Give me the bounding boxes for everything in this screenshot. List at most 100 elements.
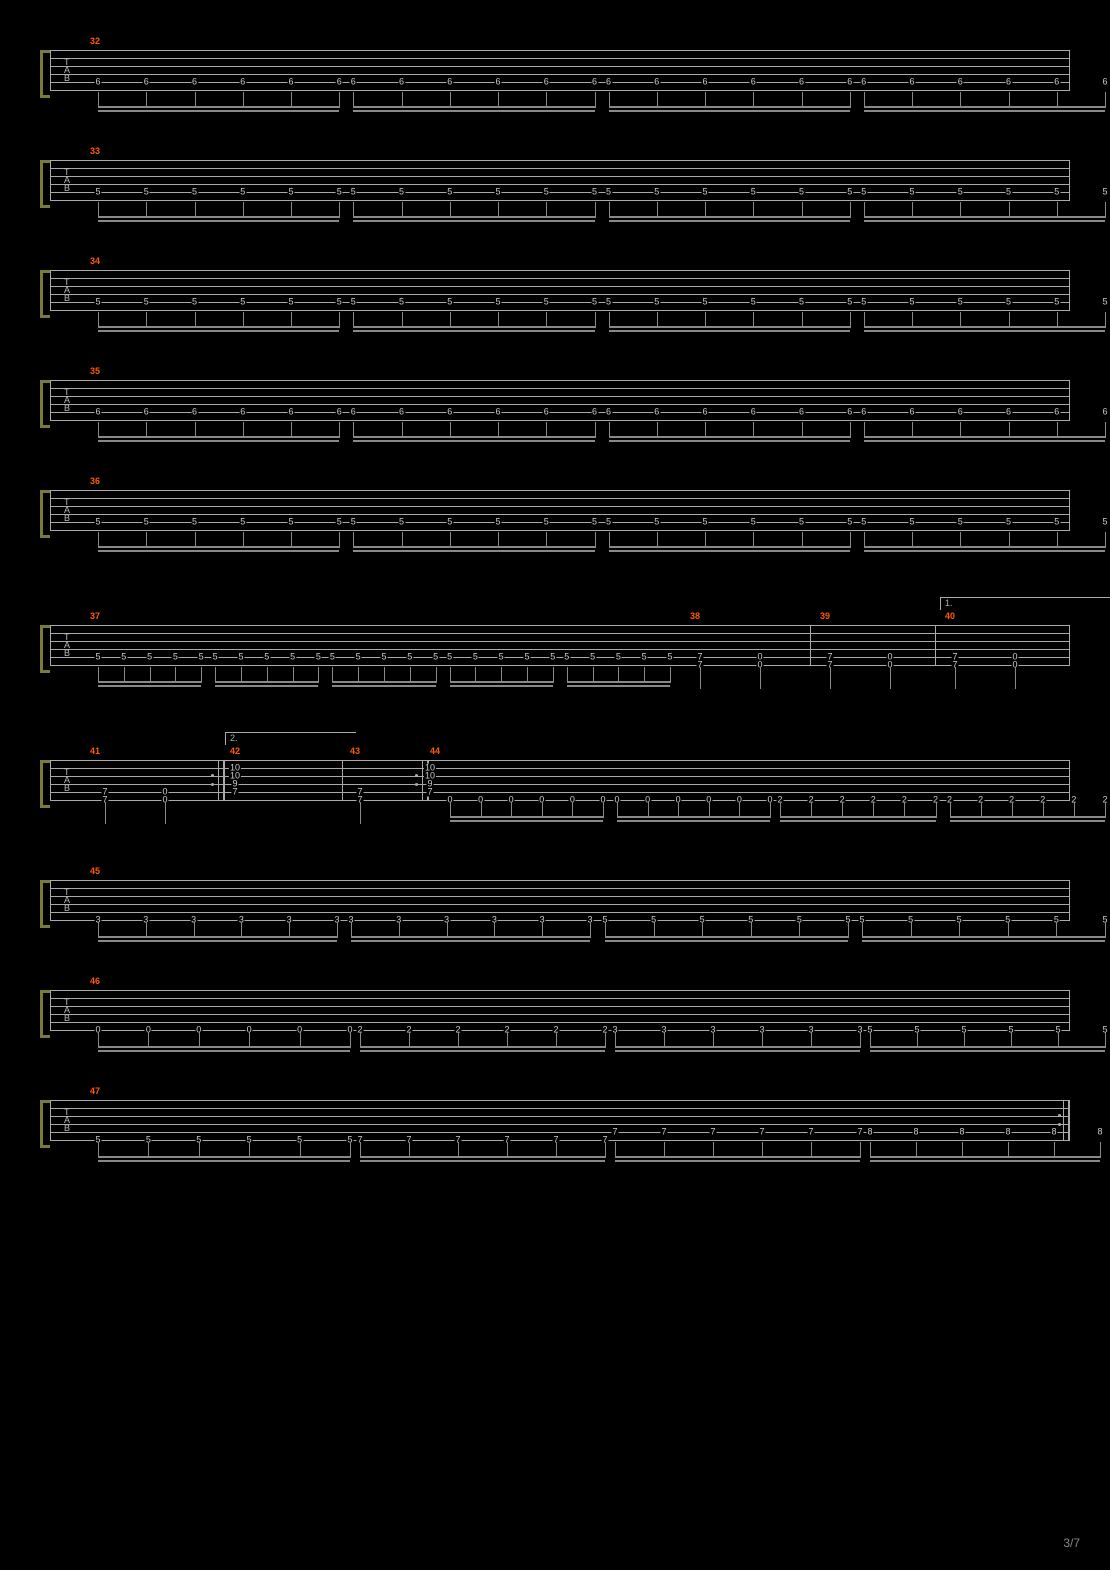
fret-number: 5 bbox=[446, 653, 453, 662]
bar-number: 39 bbox=[820, 611, 830, 621]
fret-number: 5 bbox=[94, 298, 101, 307]
fret-number: 5 bbox=[798, 298, 805, 307]
fret-number: 6 bbox=[1101, 78, 1108, 87]
fret-number: 5 bbox=[750, 518, 757, 527]
fret-number: 5 bbox=[494, 188, 501, 197]
fret-number: 5 bbox=[287, 298, 294, 307]
fret-number: 5 bbox=[498, 653, 505, 662]
system-bracket bbox=[40, 990, 43, 1038]
fret-number: 5 bbox=[860, 298, 867, 307]
fret-number: 5 bbox=[701, 188, 708, 197]
fret-number: 5 bbox=[543, 518, 550, 527]
tab-staff: TAB373839401.555555555555555555555555577… bbox=[50, 625, 1070, 673]
fret-number: 6 bbox=[336, 78, 343, 87]
fret-number: 6 bbox=[191, 78, 198, 87]
tab-staff: TAB47555555777777777777888888 bbox=[50, 1100, 1070, 1148]
system-bracket bbox=[40, 880, 43, 928]
fret-number: 5 bbox=[750, 188, 757, 197]
tab-system: TAB46000000222222333333555555 bbox=[40, 990, 1070, 1070]
fret-number: 6 bbox=[860, 408, 867, 417]
tab-system: TAB36555555555555555555555555 bbox=[40, 490, 1070, 570]
fret-number: 5 bbox=[239, 188, 246, 197]
tab-clef: TAB bbox=[64, 633, 70, 657]
fret-number: 5 bbox=[1005, 518, 1012, 527]
fret-number: 5 bbox=[1101, 298, 1108, 307]
fret-number: 5 bbox=[191, 518, 198, 527]
fret-number: 6 bbox=[350, 408, 357, 417]
fret-number: 6 bbox=[846, 408, 853, 417]
fret-number: 5 bbox=[355, 653, 362, 662]
fret-number: 6 bbox=[1005, 408, 1012, 417]
fret-number: 5 bbox=[263, 653, 270, 662]
fret-number: 5 bbox=[287, 188, 294, 197]
fret-number: 6 bbox=[543, 78, 550, 87]
fret-number: 5 bbox=[172, 653, 179, 662]
fret-number: 5 bbox=[143, 188, 150, 197]
fret-number: 6 bbox=[1053, 78, 1060, 87]
fret-number: 5 bbox=[605, 518, 612, 527]
fret-number: 8 bbox=[866, 1128, 873, 1137]
bar-number: 40 bbox=[945, 611, 955, 621]
fret-number: 5 bbox=[908, 188, 915, 197]
fret-number: 6 bbox=[398, 78, 405, 87]
tab-staff: TAB33555555555555555555555555 bbox=[50, 160, 1070, 208]
tab-staff: TAB46000000222222333333555555 bbox=[50, 990, 1070, 1038]
tab-clef: TAB bbox=[64, 498, 70, 522]
fret-number: 5 bbox=[1053, 518, 1060, 527]
volta-bracket: 2. bbox=[225, 732, 356, 745]
fret-number: 5 bbox=[350, 298, 357, 307]
system-bracket bbox=[40, 270, 43, 318]
fret-number: 5 bbox=[336, 518, 343, 527]
fret-number: 8 bbox=[912, 1128, 919, 1137]
fret-number: 5 bbox=[287, 518, 294, 527]
tab-system: TAB32666666666666666666666666 bbox=[40, 50, 1070, 130]
fret-number: 7 bbox=[856, 1128, 863, 1137]
fret-number: 5 bbox=[605, 298, 612, 307]
fret-number: 5 bbox=[591, 518, 598, 527]
tab-system: TAB34555555555555555555555555 bbox=[40, 270, 1070, 350]
fret-number: 5 bbox=[239, 518, 246, 527]
fret-number: 6 bbox=[701, 408, 708, 417]
tab-clef: TAB bbox=[64, 768, 70, 792]
tab-system: TAB373839401.555555555555555555555555577… bbox=[40, 625, 1070, 705]
bar-number: 33 bbox=[90, 146, 100, 156]
fret-number: 5 bbox=[549, 653, 556, 662]
bar-number: 45 bbox=[90, 866, 100, 876]
fret-number: 8 bbox=[1050, 1128, 1057, 1137]
fret-number: 5 bbox=[846, 188, 853, 197]
fret-number: 5 bbox=[957, 298, 964, 307]
fret-number: 8 bbox=[958, 1128, 965, 1137]
fret-number: 6 bbox=[653, 408, 660, 417]
bar-number: 41 bbox=[90, 746, 100, 756]
fret-number: 5 bbox=[653, 298, 660, 307]
tab-page: TAB32666666666666666666666666TAB33555555… bbox=[0, 0, 1110, 1570]
fret-number: 6 bbox=[860, 78, 867, 87]
fret-number: 6 bbox=[398, 408, 405, 417]
fret-number: 5 bbox=[653, 518, 660, 527]
fret-number: 5 bbox=[94, 518, 101, 527]
tab-clef: TAB bbox=[64, 1108, 70, 1132]
bar-number: 34 bbox=[90, 256, 100, 266]
tab-clef: TAB bbox=[64, 58, 70, 82]
fret-number: 5 bbox=[198, 653, 205, 662]
fret-number: 7 bbox=[660, 1128, 667, 1137]
bar-number: 37 bbox=[90, 611, 100, 621]
fret-number: 6 bbox=[908, 408, 915, 417]
fret-number: 5 bbox=[239, 298, 246, 307]
fret-number: 5 bbox=[1005, 298, 1012, 307]
fret-number: 5 bbox=[432, 653, 439, 662]
tab-staff: TAB35666666666666666666666666 bbox=[50, 380, 1070, 428]
fret-number: 5 bbox=[798, 518, 805, 527]
fret-number: 5 bbox=[315, 653, 322, 662]
fret-number: 5 bbox=[615, 653, 622, 662]
tab-system: TAB47555555777777777777888888 bbox=[40, 1100, 1070, 1180]
fret-number: 5 bbox=[472, 653, 479, 662]
fret-number: 5 bbox=[329, 653, 336, 662]
fret-number: 5 bbox=[143, 518, 150, 527]
fret-number: 5 bbox=[653, 188, 660, 197]
tab-staff: TAB414243442.770010109777101097000000000… bbox=[50, 760, 1070, 808]
tab-clef: TAB bbox=[64, 998, 70, 1022]
fret-number: 5 bbox=[146, 653, 153, 662]
fret-number: 5 bbox=[94, 188, 101, 197]
bar-number: 32 bbox=[90, 36, 100, 46]
